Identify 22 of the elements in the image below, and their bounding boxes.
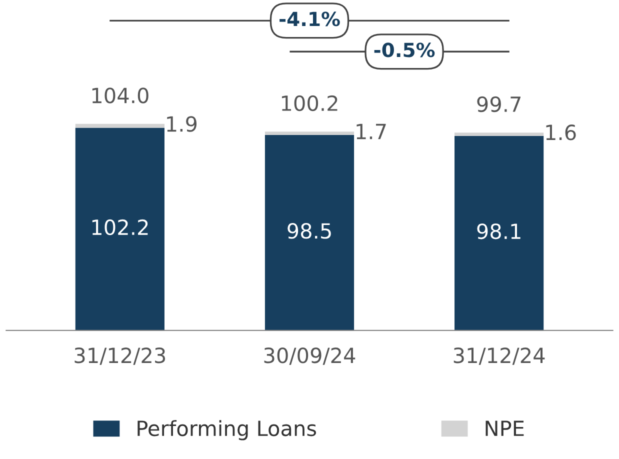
- legend-label: NPE: [486, 420, 524, 436]
- x-tick-label: 30/09/24: [264, 348, 356, 365]
- x-tick-label: 31/12/23: [74, 348, 166, 365]
- bar: [264, 132, 354, 136]
- data-label: 1.9: [167, 116, 197, 132]
- bar: [75, 124, 164, 128]
- data-label: 1.7: [356, 124, 386, 140]
- legend-label: Performing Loans: [138, 420, 316, 440]
- x-tick-label: 31/12/24: [454, 348, 545, 365]
- text: -4.1%: [280, 12, 340, 26]
- bar: [264, 135, 354, 330]
- bar: [454, 132, 544, 136]
- data-label: 98.1: [477, 223, 520, 240]
- bar: [75, 128, 164, 330]
- total-label: 99.7: [477, 96, 520, 112]
- total-label: 104.0: [92, 88, 148, 104]
- data-label: 102.2: [92, 219, 148, 236]
- data-label: 1.6: [546, 124, 576, 140]
- text: -0.5%: [374, 42, 435, 58]
- total-label: 100.2: [282, 95, 338, 112]
- bar: [454, 136, 544, 330]
- data-label: 98.5: [288, 223, 331, 239]
